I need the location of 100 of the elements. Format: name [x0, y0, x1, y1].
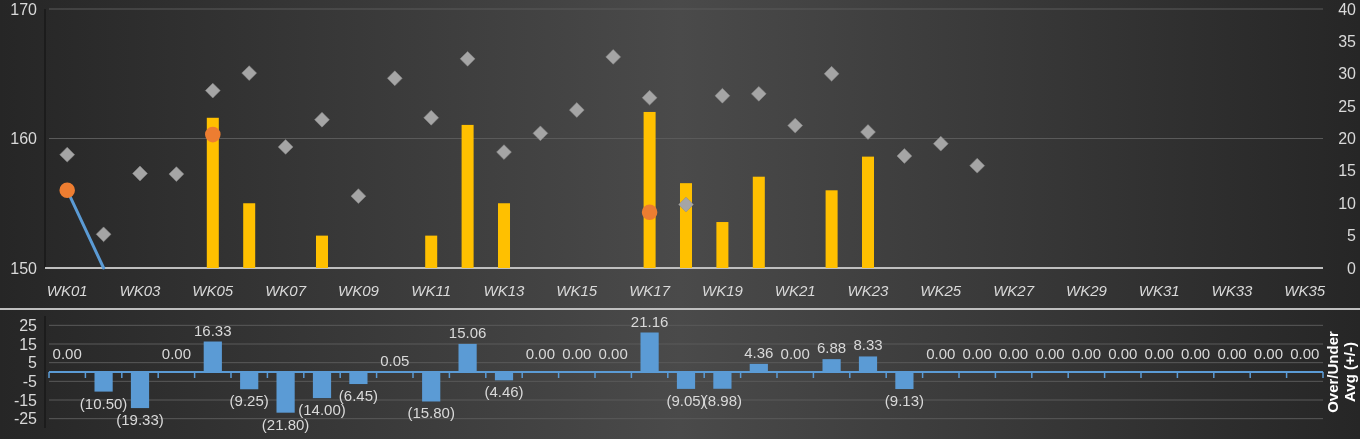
x-tick-label: WK07 [265, 282, 307, 299]
point [714, 88, 731, 104]
x-tick-label: WK27 [993, 282, 1035, 299]
x-tick-label: WK09 [337, 282, 380, 299]
y-tick-label: 160 [10, 130, 38, 148]
point [933, 136, 949, 152]
x-tick-label: WK35 [1284, 282, 1326, 299]
x-tick-label: WK25 [920, 282, 962, 299]
y2-tick-label: 0 [1347, 259, 1357, 277]
y2-tick-label: 20 [1338, 130, 1357, 148]
data-label: (9.13) [884, 392, 924, 410]
data-label: 16.33 [194, 321, 232, 339]
data-label: 0.00 [1217, 345, 1247, 362]
point [350, 188, 367, 204]
bar [861, 156, 875, 268]
point [860, 124, 876, 140]
y-tick-label: 15 [19, 335, 38, 353]
x-tick-label: WK03 [119, 282, 162, 299]
data-label: 0.00 [999, 345, 1029, 362]
bar [716, 222, 729, 268]
data-label: 0.00 [1071, 345, 1101, 362]
x-tick-label: WK33 [1211, 282, 1254, 299]
point [314, 112, 330, 128]
bar [243, 203, 256, 268]
data-label: 8.33 [853, 336, 883, 354]
x-tick-label: WK05 [192, 282, 234, 299]
y-tick-label: 150 [10, 259, 38, 277]
y-tick-label: 25 [19, 316, 38, 334]
x-tick-label: WK13 [483, 282, 526, 299]
point [459, 51, 476, 67]
bar [497, 203, 511, 268]
point [205, 126, 221, 143]
bar [825, 190, 838, 268]
x-tick-label: WK31 [1138, 282, 1180, 299]
point [787, 117, 803, 134]
data-label: 0.00 [1144, 345, 1174, 362]
point [205, 82, 221, 99]
point [569, 102, 585, 118]
bar [752, 176, 765, 268]
bar [206, 117, 219, 268]
point [241, 65, 257, 81]
x-tick-label: WK01 [46, 282, 88, 299]
data-label: 0.00 [1253, 345, 1283, 362]
point [896, 148, 913, 164]
point [496, 144, 512, 160]
point [641, 90, 658, 106]
point [132, 165, 148, 182]
x-tick-label: WK17 [629, 282, 671, 299]
y2-tick-label: 30 [1338, 65, 1357, 83]
x-tick-label: WK23 [847, 282, 890, 299]
bar [425, 235, 438, 268]
bar [315, 235, 329, 268]
bar [461, 124, 474, 268]
y2-tick-label: 5 [1347, 227, 1357, 245]
data-label: 0.00 [1290, 345, 1320, 362]
y-tick-label: -15 [13, 391, 38, 409]
data-label: (19.33) [116, 411, 164, 429]
point [823, 66, 840, 82]
point [532, 125, 549, 141]
data-label: 0.00 [525, 345, 555, 362]
y2-tick-label: 15 [1338, 162, 1357, 180]
data-label: 15.06 [448, 323, 487, 341]
point [751, 86, 767, 102]
point [95, 226, 112, 242]
y2-tick-label: 25 [1338, 97, 1357, 115]
y-tick-label: -25 [13, 410, 38, 428]
data-label: 0.00 [926, 345, 956, 362]
y2-tick-label: 40 [1338, 0, 1357, 18]
data-label: 0.05 [380, 351, 410, 369]
data-label: 21.16 [630, 312, 669, 330]
data-label: (15.80) [407, 404, 455, 422]
x-tick-label: WK21 [774, 282, 816, 299]
point [969, 158, 985, 174]
data-label: 0.00 [52, 345, 82, 362]
data-label: 4.36 [744, 343, 774, 361]
data-label: 0.00 [1035, 345, 1065, 362]
point [277, 139, 294, 155]
point [59, 147, 75, 163]
data-label: 0.00 [1108, 345, 1138, 362]
x-tick-label: WK15 [556, 282, 598, 299]
point [423, 110, 439, 126]
data-label: 0.00 [780, 345, 810, 362]
x-tick-label: WK19 [701, 282, 744, 299]
data-label: 6.88 [817, 339, 847, 357]
point [678, 196, 694, 213]
x-tick-label: WK11 [411, 282, 452, 299]
y2-tick-label: 35 [1338, 32, 1357, 50]
point [387, 70, 403, 86]
data-label: 0.00 [962, 345, 992, 362]
point [641, 204, 658, 221]
point [168, 166, 185, 182]
y-axis-title: Over/Under Avg (+/-) [1324, 330, 1359, 413]
data-label: 0.00 [562, 345, 592, 362]
data-label: 0.00 [598, 345, 628, 362]
data-label: 0.00 [1181, 345, 1211, 362]
y-tick-label: -5 [22, 372, 38, 390]
data-label: 0.00 [161, 345, 191, 362]
x-tick-label: WK29 [1065, 282, 1108, 299]
data-label: (9.25) [229, 392, 269, 410]
data-label: (4.46) [484, 383, 524, 401]
